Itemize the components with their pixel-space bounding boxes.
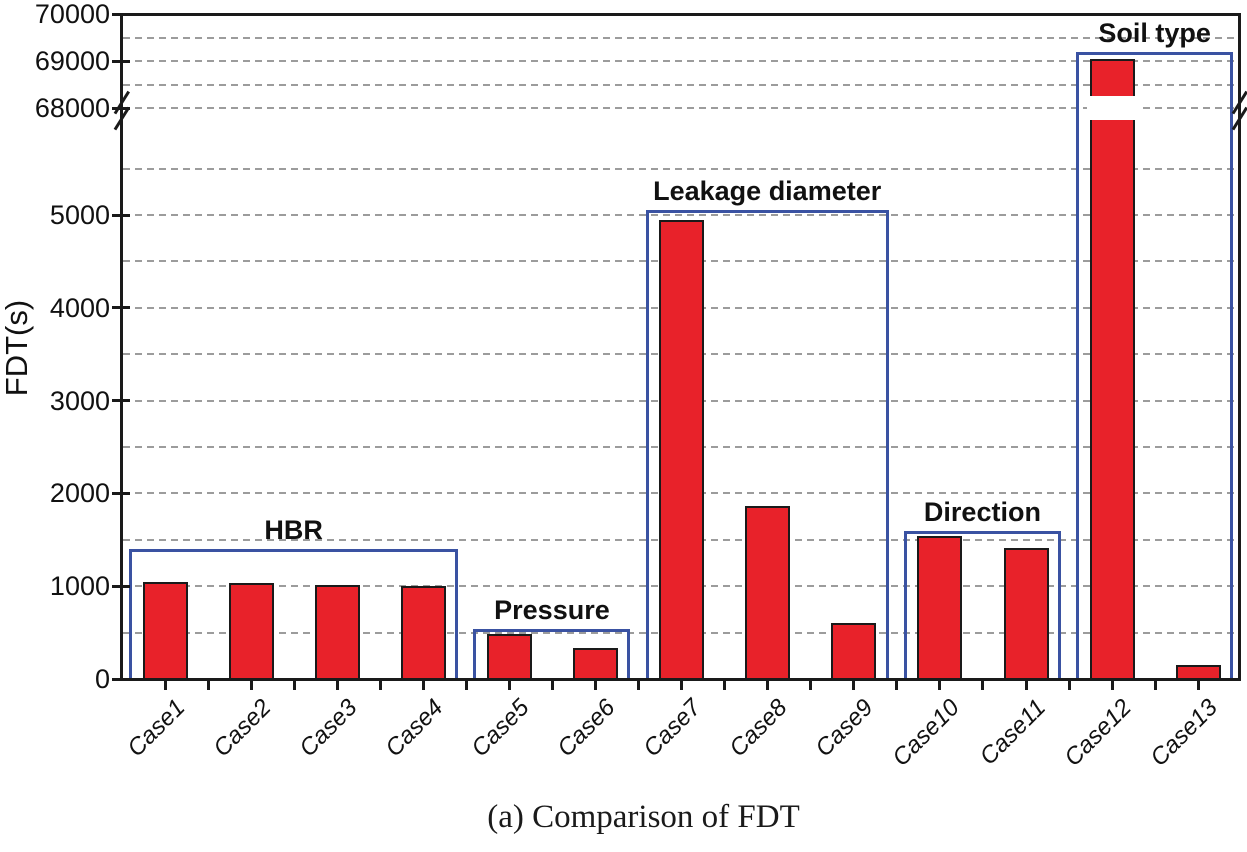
x-tick bbox=[335, 679, 339, 690]
y-tick-label: 70000 bbox=[34, 0, 110, 29]
x-tick bbox=[1024, 679, 1028, 690]
y-tick-label: 5000 bbox=[49, 200, 110, 230]
y-tick-label: 0 bbox=[94, 664, 110, 694]
bar-break-gap bbox=[1086, 96, 1138, 120]
x-tick bbox=[852, 679, 856, 690]
x-tick bbox=[723, 679, 727, 690]
axis-spine-bottom bbox=[120, 678, 1241, 681]
x-tick bbox=[507, 679, 511, 690]
x-tick bbox=[464, 679, 468, 690]
x-tick bbox=[594, 679, 597, 690]
axis-spine-top bbox=[120, 13, 1241, 16]
x-tick bbox=[206, 679, 210, 690]
y-tick-label: 68000 bbox=[34, 93, 110, 123]
grid-line bbox=[123, 36, 1238, 39]
grid-line bbox=[123, 60, 1238, 62]
figure-caption: (a) Comparison of FDT bbox=[487, 799, 800, 835]
grid-line bbox=[123, 83, 1238, 86]
axis-spine-right bbox=[1238, 13, 1241, 681]
bar-case2 bbox=[228, 582, 274, 681]
x-tick bbox=[766, 679, 770, 690]
x-tick bbox=[1196, 679, 1200, 690]
x-tick bbox=[1067, 679, 1071, 690]
x-tick bbox=[1110, 679, 1114, 690]
group-label: Pressure bbox=[494, 594, 610, 625]
x-tick bbox=[421, 679, 425, 690]
y-tick-label: 2000 bbox=[49, 478, 110, 509]
bar-case12 bbox=[1089, 58, 1135, 681]
x-tick bbox=[292, 679, 296, 690]
x-tick bbox=[938, 679, 942, 690]
x-tick bbox=[637, 679, 641, 690]
y-tick-label: 1000 bbox=[49, 571, 110, 602]
bar-case8 bbox=[745, 506, 791, 681]
x-tick bbox=[895, 679, 899, 690]
group-label: Soil type bbox=[1098, 17, 1211, 48]
bar-case9 bbox=[831, 623, 877, 681]
grid-line bbox=[123, 167, 1238, 170]
y-tick-label: 3000 bbox=[49, 385, 110, 416]
grid-line bbox=[123, 214, 1238, 216]
x-tick bbox=[680, 679, 684, 690]
bar-case7 bbox=[659, 219, 705, 681]
grid-line bbox=[123, 107, 1238, 109]
y-tick-label: 4000 bbox=[49, 292, 110, 323]
y-tick-label: 69000 bbox=[34, 46, 110, 76]
x-tick bbox=[163, 679, 167, 690]
group-label: Direction bbox=[923, 496, 1041, 527]
axis-spine-left bbox=[120, 13, 123, 681]
x-tick bbox=[809, 679, 813, 690]
bar-case10 bbox=[917, 536, 963, 681]
x-tick bbox=[1153, 679, 1157, 690]
group-label: HBR bbox=[264, 515, 323, 546]
x-tick bbox=[378, 679, 382, 690]
group-label: Leakage diameter bbox=[653, 176, 882, 207]
x-tick bbox=[249, 679, 253, 690]
x-tick bbox=[981, 679, 985, 690]
bar-case1 bbox=[142, 581, 188, 681]
x-tick bbox=[550, 679, 554, 690]
